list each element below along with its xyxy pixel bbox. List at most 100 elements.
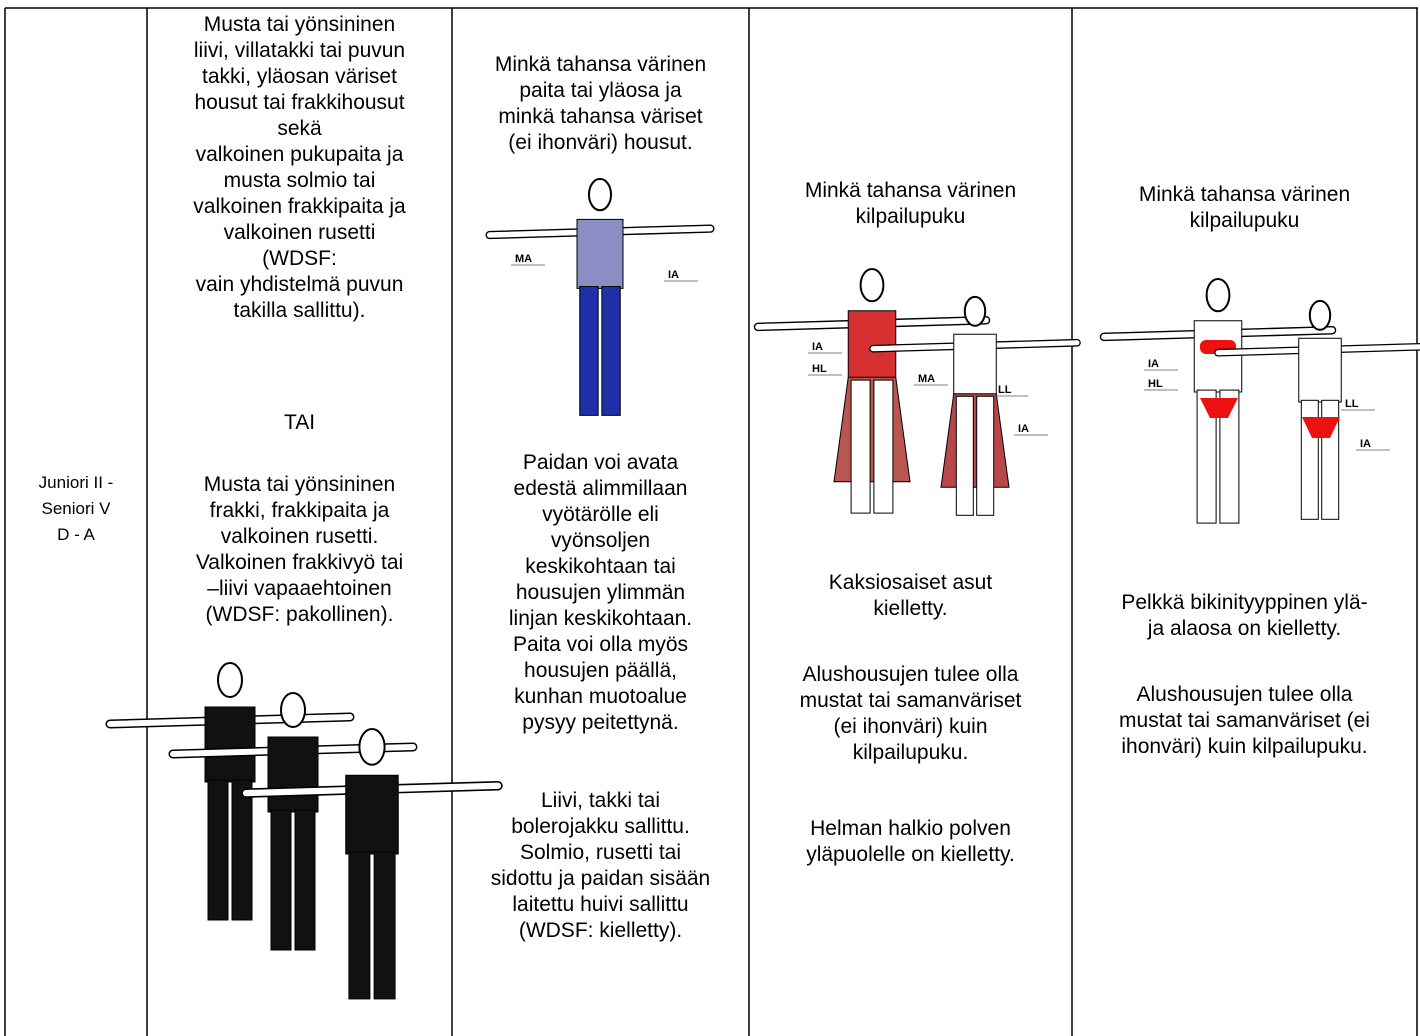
text-line: (ei ihonväri) kuin	[833, 715, 988, 738]
text-line: Solmio, rusetti tai	[519, 841, 682, 864]
figure-shape	[859, 267, 885, 303]
text-line: sekä	[277, 117, 322, 140]
text-line: (WDSF: kielletty).	[518, 919, 683, 942]
text-block: TAI	[147, 410, 452, 436]
text-line: valkoinen frakkipaita ja	[193, 195, 406, 218]
text-line: TAI	[283, 411, 316, 434]
text-line: kilpailupuku	[855, 205, 966, 228]
text-line: minkä tahansa väriset	[498, 105, 703, 128]
figure-label: HL	[812, 363, 827, 375]
text-block: Musta tai yönsininen liivi, villatakki ta…	[147, 12, 452, 324]
figure-shape	[587, 177, 613, 212]
text-block: Kaksiosaiset asut kielletty.	[749, 570, 1072, 622]
text-line: (ei ihonväri) housut.	[508, 131, 693, 154]
text-line: Seniori V	[41, 499, 111, 518]
figure-shape	[940, 393, 1010, 488]
figure-shape	[348, 851, 371, 1000]
figure-shape	[963, 295, 987, 327]
figure	[1214, 299, 1420, 520]
text-line: vyönsoljen	[550, 529, 651, 552]
text-line: Paidan voi avata	[522, 451, 679, 474]
text-line: kilpailupuku.	[852, 741, 969, 764]
text-line: valkoinen rusetti	[223, 221, 376, 244]
text-line: laitettu huivi sallittu	[512, 893, 689, 916]
figure-label: IA	[668, 269, 679, 281]
figure-shape	[1196, 389, 1217, 524]
figure	[753, 267, 991, 514]
text-block: Pelkkä bikinityyppinen ylä-ja alaosa on …	[1072, 590, 1417, 642]
text-line: ja alaosa on kielletty.	[1147, 617, 1342, 640]
figure-shape	[358, 728, 386, 766]
figure-shape	[601, 286, 621, 416]
text-line: vain yhdistelmä puvun	[195, 273, 404, 296]
figure-shape	[976, 395, 995, 516]
text-line: kunhan muotoalue	[514, 685, 687, 708]
text-line: D - A	[57, 525, 95, 544]
text-line: Musta tai yönsininen	[203, 473, 396, 496]
text-line: Alushousujen tulee olla	[1136, 683, 1353, 706]
text-line: (WDSF: pakollinen).	[205, 603, 394, 626]
figure-label: IA	[1018, 423, 1029, 435]
text-block: Minkä tahansa värinen kilpailupuku	[1072, 182, 1417, 234]
figure-shape	[231, 779, 253, 921]
figure-shape	[270, 809, 292, 951]
text-line: takilla sallittu).	[233, 299, 366, 322]
figure-label: MA	[515, 253, 532, 265]
text-block: Minkä tahansa värinen kilpailupuku	[749, 178, 1072, 230]
figure-shape	[1219, 389, 1240, 524]
text-line: liivi, villatakki tai puvun	[193, 39, 406, 62]
figure-shape	[953, 333, 997, 399]
figure-shape	[850, 379, 871, 514]
figure-shape	[217, 662, 243, 698]
text-line: sidottu ja paidan sisään	[490, 867, 711, 890]
figure-shape	[833, 376, 911, 483]
text-line: Liivi, takki tai	[540, 789, 661, 812]
text-line: valkoinen rusetti.	[220, 525, 379, 548]
text-line: housut tai frakkihousut	[194, 91, 405, 114]
bikini-bottom	[1302, 417, 1340, 438]
figure	[241, 728, 503, 1000]
text-line: frakki, frakkipaita ja	[209, 499, 390, 522]
figure-shape	[207, 779, 229, 921]
text-line: Helman halkio polven	[810, 817, 1011, 840]
text-line: ihonväri) kuin kilpailupuku.	[1121, 735, 1368, 758]
text-line: pysyy peitettynä.	[522, 711, 679, 734]
text-line: Alushousujen tulee olla	[802, 663, 1019, 686]
figure	[485, 177, 715, 416]
text-line: Minkä tahansa värinen	[804, 179, 1017, 202]
text-line: kielletty.	[873, 597, 948, 620]
figure-shape	[579, 286, 599, 416]
figure	[869, 295, 1081, 516]
figure-shape	[345, 774, 399, 855]
figure-label: IA	[1148, 358, 1159, 370]
figure-shape	[373, 851, 396, 1000]
figure-shape	[1205, 277, 1231, 313]
text-block: Musta tai yönsininen frakki, frakkipaita …	[147, 472, 452, 628]
text-line: Paita voi olla myös	[512, 633, 689, 656]
bikini-bottom	[1200, 398, 1238, 418]
text-line: mustat tai samanväriset	[799, 689, 1022, 712]
text-line: Juniori II -	[38, 473, 114, 492]
figure-label: LL	[1345, 398, 1359, 410]
text-block: Liivi, takki tai bolerojakku sallittu. Sol…	[452, 788, 749, 944]
text-line: keskikohtaan tai	[525, 555, 676, 578]
text-line: Pelkkä bikinityyppinen ylä-	[1121, 591, 1368, 614]
figure-label: IA	[1360, 438, 1371, 450]
figure-shape	[1308, 299, 1332, 331]
figure-label: LL	[998, 384, 1012, 396]
text-block: Helman halkio polven yläpuolelle on kiell…	[749, 816, 1072, 868]
text-line: (WDSF:	[262, 247, 337, 270]
figure-shape	[280, 692, 306, 728]
figure-label: HL	[1148, 378, 1163, 390]
figure	[105, 662, 355, 921]
figure-shape	[294, 809, 316, 951]
text-block: Alushousujen tulee olla mustat tai samanv…	[1072, 682, 1417, 760]
text-line: –liivi vapaaehtoinen	[207, 577, 392, 600]
text-line: housujen päällä,	[524, 659, 677, 682]
text-line: Minkä tahansa värinen	[494, 53, 707, 76]
table-borders	[4, 7, 1418, 1036]
figure-label: MA	[918, 373, 935, 385]
figure-shape	[576, 218, 624, 289]
